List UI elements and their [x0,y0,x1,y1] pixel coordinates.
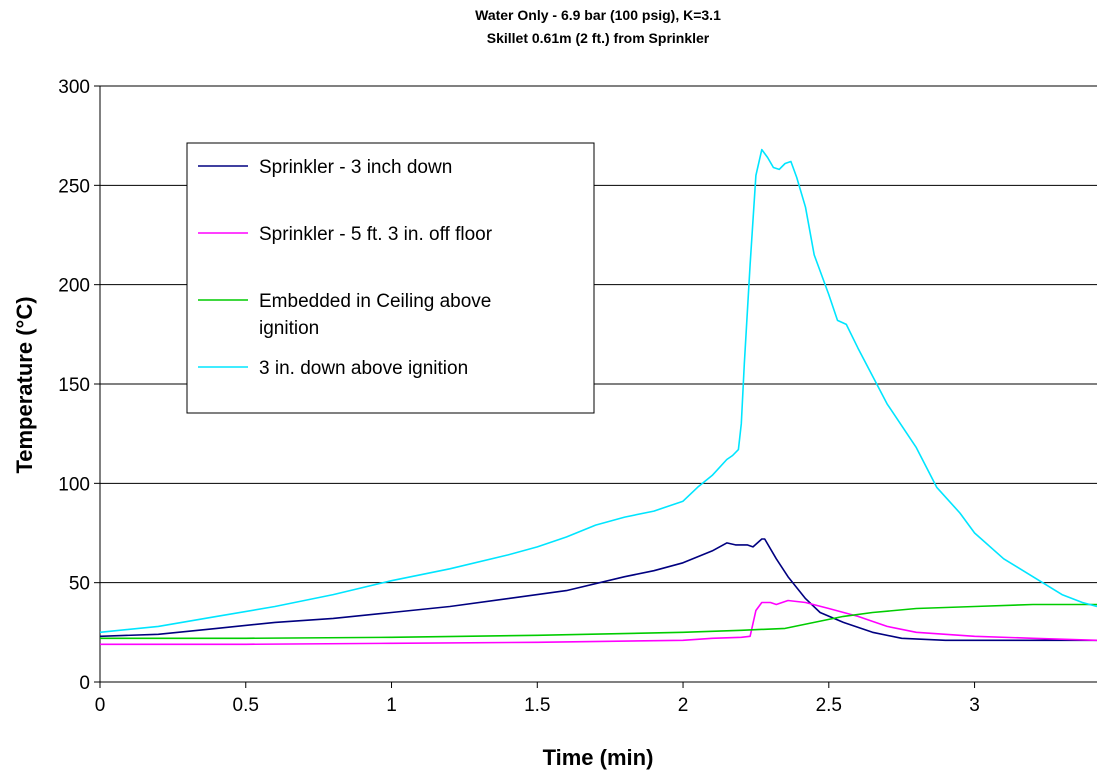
x-tick-label-2: 1 [386,695,397,716]
x-tick-label-1: 0.5 [233,695,259,716]
x-tick-label-3: 1.5 [524,695,550,716]
legend-label-4: 3 in. down above ignition [259,358,468,379]
series-line-2 [100,599,1097,646]
legend-box [186,142,595,414]
x-tick-label-5: 2.5 [816,695,842,716]
series-line-4 [99,148,1097,634]
x-axis-ticks: 0 0.5 1 1.5 2 2.5 3 [95,682,980,716]
y-tick-label-5: 250 [58,176,90,197]
chart-title: Water Only - 6.9 bar (100 psig), K=3.1 [475,7,721,23]
chart-subtitle: Skillet 0.61m (2 ft.) from Sprinkler [487,30,710,46]
y-axis-title: Temperature (°C) [12,296,37,473]
y-tick-label-4: 200 [58,276,90,297]
x-tick-label-0: 0 [95,695,106,716]
legend-label-1: Sprinkler - 3 inch down [259,157,452,178]
series-line-1 [99,538,1097,642]
series-lines [99,148,1097,646]
y-tick-label-3: 150 [58,375,90,396]
y-tick-label-1: 50 [69,574,90,595]
x-tick-label-6: 3 [969,695,980,716]
y-tick-label-0: 0 [79,673,90,694]
y-axis-ticks: 0 50 100 150 200 250 300 [58,77,100,694]
y-tick-label-6: 300 [58,77,90,98]
x-tick-label-4: 2 [678,695,689,716]
series-line-3 [100,603,1097,640]
y-tick-label-2: 100 [58,474,90,495]
x-axis-title: Time (min) [543,745,654,770]
legend: Sprinkler - 3 inch down Sprinkler - 5 ft.… [186,142,595,414]
legend-label-3: Embedded in Ceiling above ignition [259,291,491,339]
legend-label-2: Sprinkler - 5 ft. 3 in. off floor [259,224,493,245]
